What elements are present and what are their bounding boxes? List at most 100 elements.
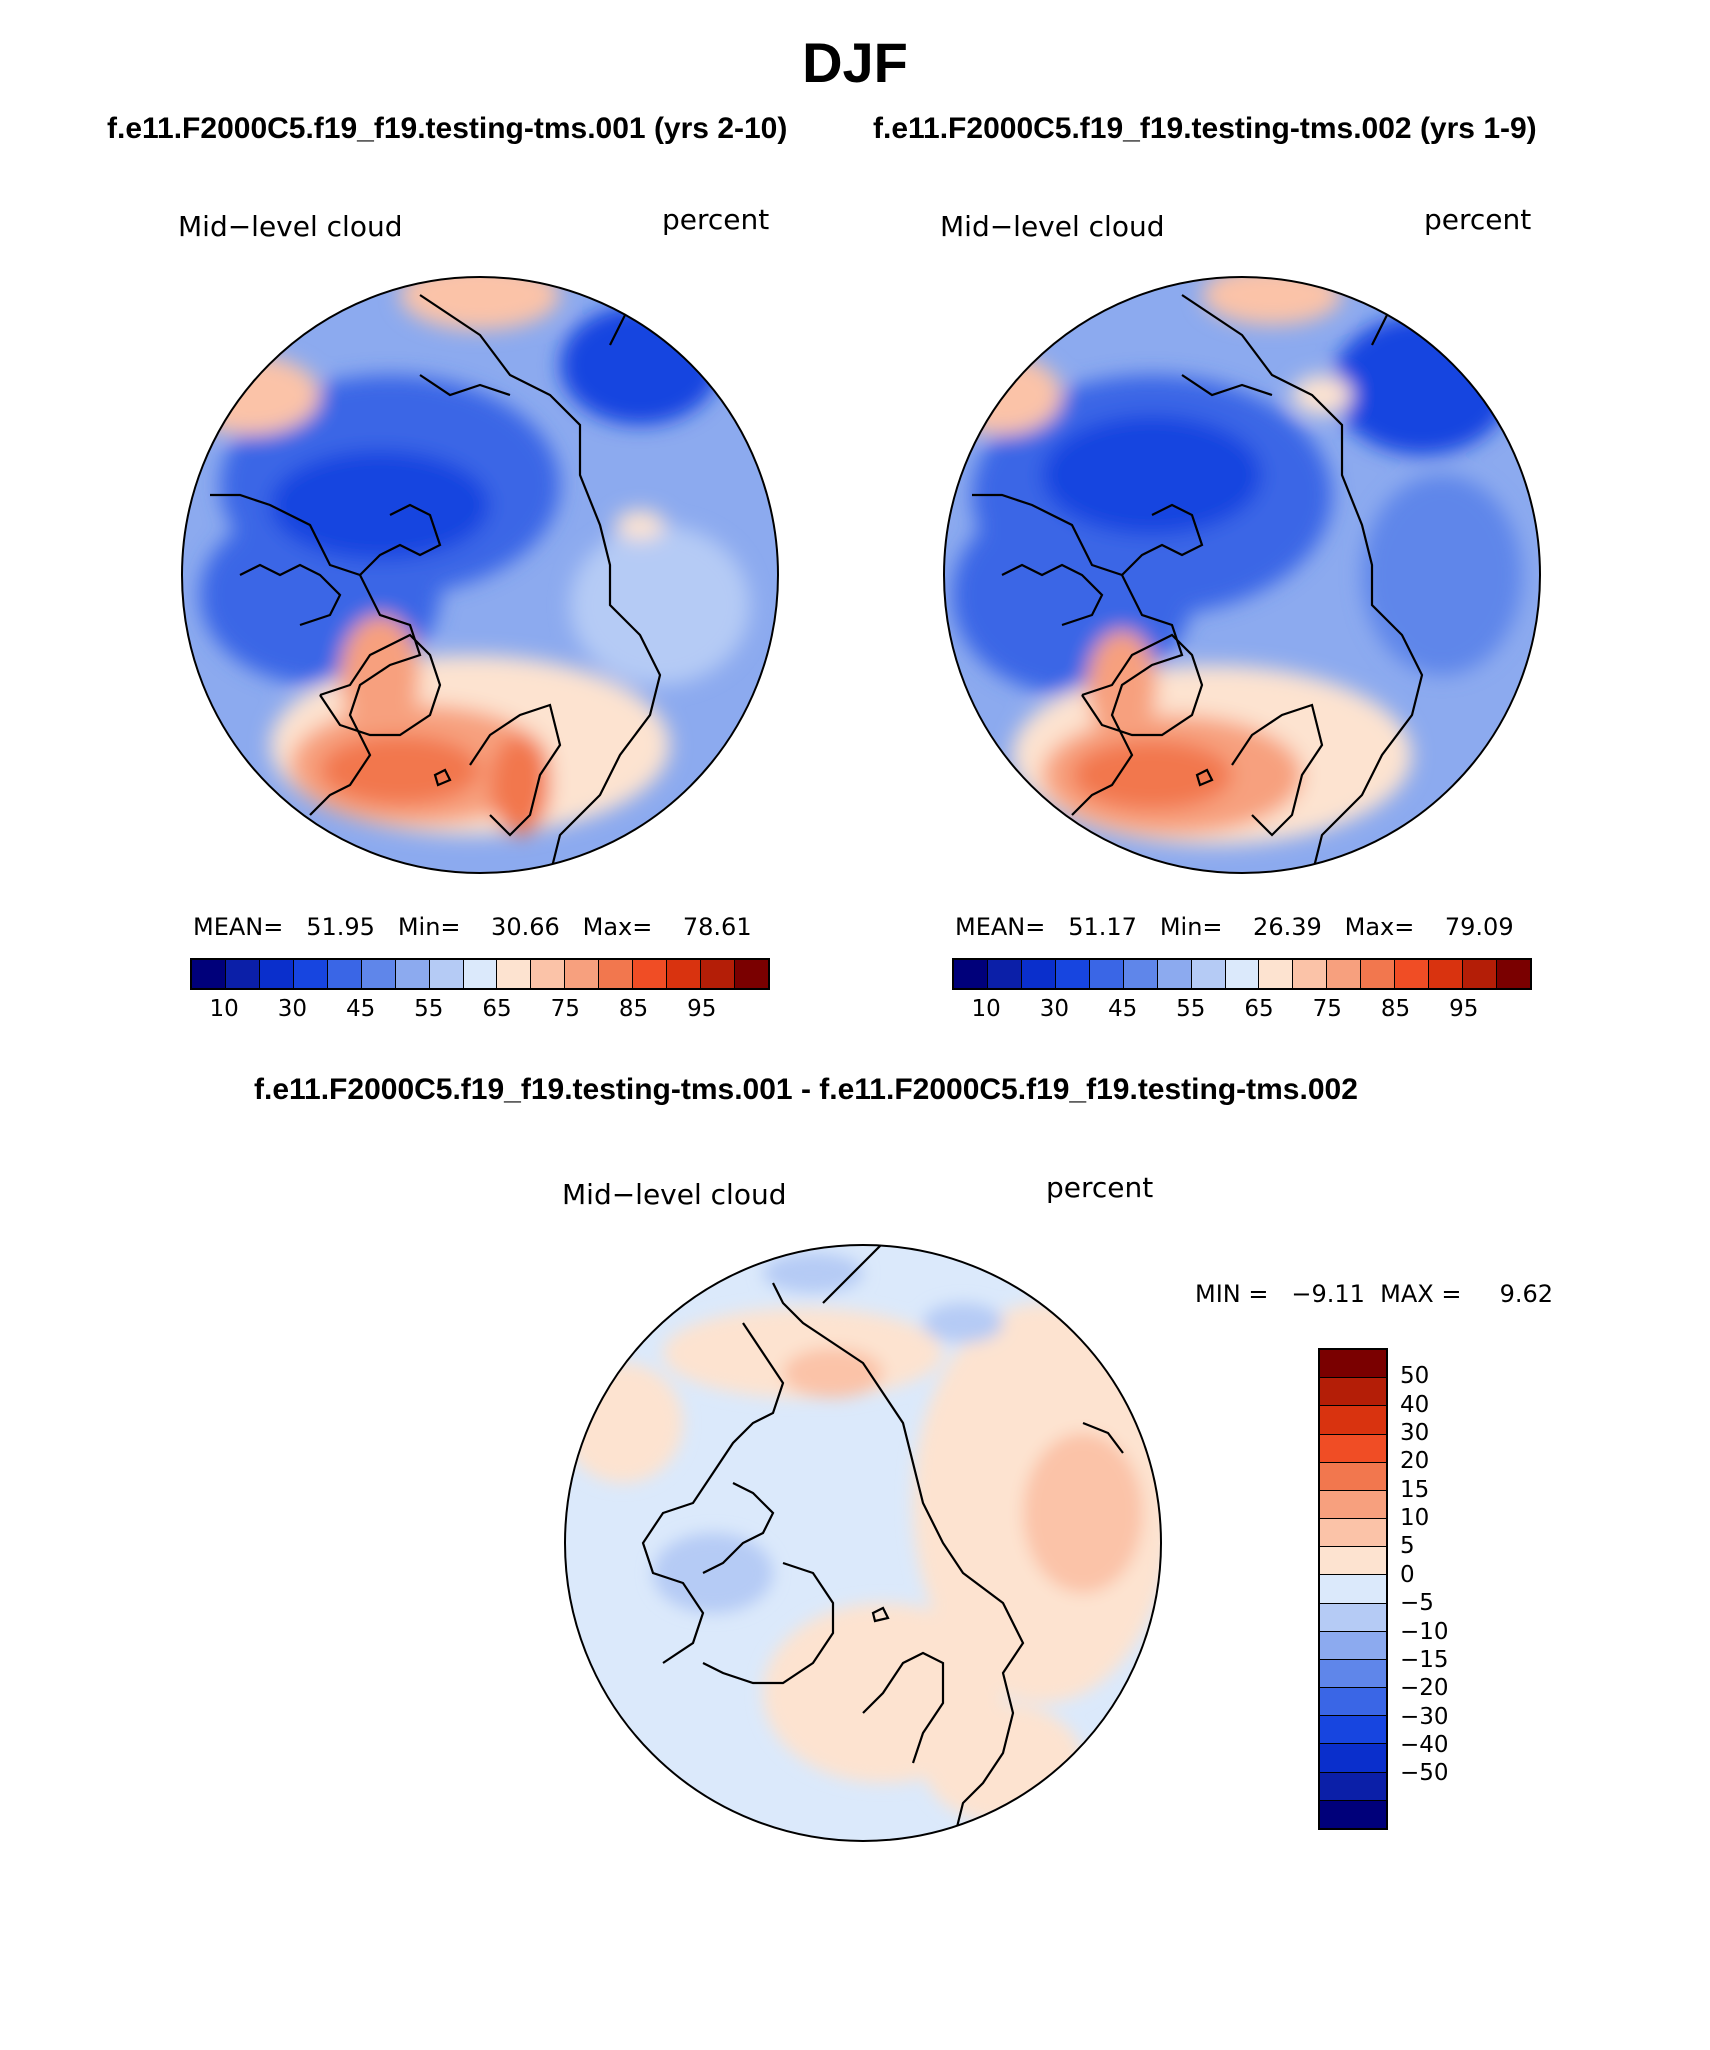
colorbar-swatch xyxy=(429,960,464,988)
colorbar-tick-label: 45 xyxy=(1107,996,1138,1022)
left-scandinavia-red xyxy=(490,735,550,835)
colorbar-tick-label: 95 xyxy=(687,996,717,1022)
left-pacific-high xyxy=(400,277,560,330)
colorbar-swatch xyxy=(1429,960,1464,988)
right-polar-map xyxy=(943,276,1541,874)
colorbar-swatch xyxy=(1327,960,1362,988)
left-colorbar-labels: 10 30 45 55 65 75 85 95 xyxy=(190,996,770,1026)
right-coast-greenland xyxy=(1081,633,1204,737)
colorbar-tick-label: 30 xyxy=(277,996,307,1022)
colorbar-swatch xyxy=(633,960,668,988)
right-pacific-high xyxy=(1202,277,1342,325)
colorbar-swatch xyxy=(1320,1800,1386,1828)
colorbar-swatch xyxy=(327,960,362,988)
diff-coast-kamchatka xyxy=(822,1245,884,1304)
right-coast-canada xyxy=(972,493,1184,816)
diff-coast-sakhalin xyxy=(1082,1421,1124,1454)
colorbar-tick-label: −30 xyxy=(1400,1703,1449,1730)
diff-stats: MIN = −9.11 MAX = 9.62 xyxy=(1195,1280,1554,1308)
left-coast-hudson xyxy=(239,563,342,627)
left-greenland-high xyxy=(340,615,420,735)
colorbar-tick-label: 5 xyxy=(1400,1533,1415,1560)
left-variable-label: Mid−level cloud xyxy=(178,210,403,243)
left-units-label: percent xyxy=(662,203,770,236)
left-coast-scandinavia xyxy=(469,703,562,837)
colorbar-tick-label: 20 xyxy=(1400,1448,1430,1475)
left-coast-iceland xyxy=(433,768,452,787)
diff-coast-eurasia xyxy=(772,1282,1025,1841)
colorbar-swatch xyxy=(1320,1688,1386,1717)
colorbar-swatch xyxy=(293,960,328,988)
colorbar-swatch xyxy=(1320,1575,1386,1604)
colorbar-tick-label: 0 xyxy=(1400,1561,1415,1588)
right-colorbar-labels: 10 30 45 55 65 75 85 95 xyxy=(952,996,1532,1026)
case-title-right: f.e11.F2000C5.f19_f19.testing-tms.002 (y… xyxy=(873,112,1537,145)
colorbar-tick-label: 85 xyxy=(1380,996,1411,1022)
colorbar-tick-label: 75 xyxy=(1312,996,1342,1022)
colorbar-swatch xyxy=(1320,1462,1386,1491)
figure-title: DJF xyxy=(802,31,908,94)
colorbar-swatch xyxy=(987,960,1022,988)
left-coast-islands xyxy=(359,503,442,576)
right-coast-hudson xyxy=(1001,563,1104,627)
colorbar-swatch xyxy=(1089,960,1124,988)
colorbar-swatch xyxy=(225,960,260,988)
left-coast-arctic xyxy=(419,374,511,397)
diff-map-border xyxy=(564,1244,1162,1842)
right-stats: MEAN= 51.17 Min= 26.39 Max= 79.09 xyxy=(955,913,1514,941)
colorbar-swatch xyxy=(1320,1350,1386,1379)
colorbar-swatch xyxy=(1320,1434,1386,1463)
colorbar-swatch xyxy=(1225,960,1260,988)
colorbar-tick-label: 10 xyxy=(209,996,239,1022)
colorbar-tick-label: 10 xyxy=(1400,1505,1430,1532)
colorbar-tick-label: 40 xyxy=(1400,1391,1430,1418)
colorbar-swatch xyxy=(1021,960,1056,988)
colorbar-swatch xyxy=(1320,1378,1386,1407)
colorbar-swatch xyxy=(1320,1603,1386,1632)
left-siberia-pale xyxy=(570,525,750,685)
colorbar-swatch xyxy=(361,960,396,988)
colorbar-tick-label: 30 xyxy=(1039,996,1069,1022)
colorbar-tick-label: 55 xyxy=(414,996,444,1022)
colorbar-tick-label: 30 xyxy=(1400,1420,1430,1447)
colorbar-swatch xyxy=(1320,1406,1386,1435)
colorbar-tick-label: −15 xyxy=(1400,1646,1449,1673)
colorbar-swatch xyxy=(1320,1659,1386,1689)
diff-colorbar-labels: 50 40 30 20 15 10 5 0 −5 −10 −15 −20 −30 −40 −50 xyxy=(1400,1348,1480,1830)
diff-arctic-salmon xyxy=(783,1348,883,1398)
right-coast-islands xyxy=(1121,503,1204,576)
diff-canada-pale xyxy=(653,1533,773,1613)
colorbar-tick-label: −5 xyxy=(1400,1590,1434,1617)
colorbar-swatch xyxy=(1320,1631,1386,1660)
diff-alaska-peach xyxy=(565,1363,683,1483)
colorbar-tick-label: −40 xyxy=(1400,1731,1449,1758)
colorbar-tick-label: 50 xyxy=(1400,1363,1430,1390)
left-polar-map xyxy=(181,276,779,874)
colorbar-tick-label: 65 xyxy=(482,996,512,1022)
diff-coast-scandinavia xyxy=(862,1651,945,1764)
diff-kamchatka-pale xyxy=(923,1303,1003,1343)
colorbar-tick-label: 95 xyxy=(1449,996,1479,1022)
right-coast-iceland xyxy=(1195,768,1214,787)
right-pacific-low xyxy=(1332,315,1512,455)
colorbar-tick-label: 45 xyxy=(345,996,376,1022)
colorbar-swatch xyxy=(1395,960,1430,988)
colorbar-tick-label: −10 xyxy=(1400,1618,1449,1645)
colorbar-swatch xyxy=(1191,960,1226,988)
right-coast-arctic xyxy=(1181,374,1273,397)
right-coast-eurasia xyxy=(1181,294,1424,873)
diff-polar-map xyxy=(564,1244,1162,1842)
case-title-left: f.e11.F2000C5.f19_f19.testing-tms.001 (y… xyxy=(107,112,788,145)
left-stats: MEAN= 51.95 Min= 30.66 Max= 78.61 xyxy=(193,913,752,941)
colorbar-swatch xyxy=(1293,960,1328,988)
right-coast-scandinavia xyxy=(1231,703,1324,837)
colorbar-tick-label: −50 xyxy=(1400,1760,1449,1787)
colorbar-swatch xyxy=(1259,960,1294,988)
colorbar-swatch xyxy=(1320,1547,1386,1576)
colorbar-swatch xyxy=(1463,960,1497,988)
colorbar-swatch xyxy=(954,960,988,988)
colorbar-tick-label: 75 xyxy=(550,996,580,1022)
left-core-low xyxy=(270,450,490,560)
colorbar-swatch xyxy=(1123,960,1158,988)
left-coastlines xyxy=(210,277,662,873)
